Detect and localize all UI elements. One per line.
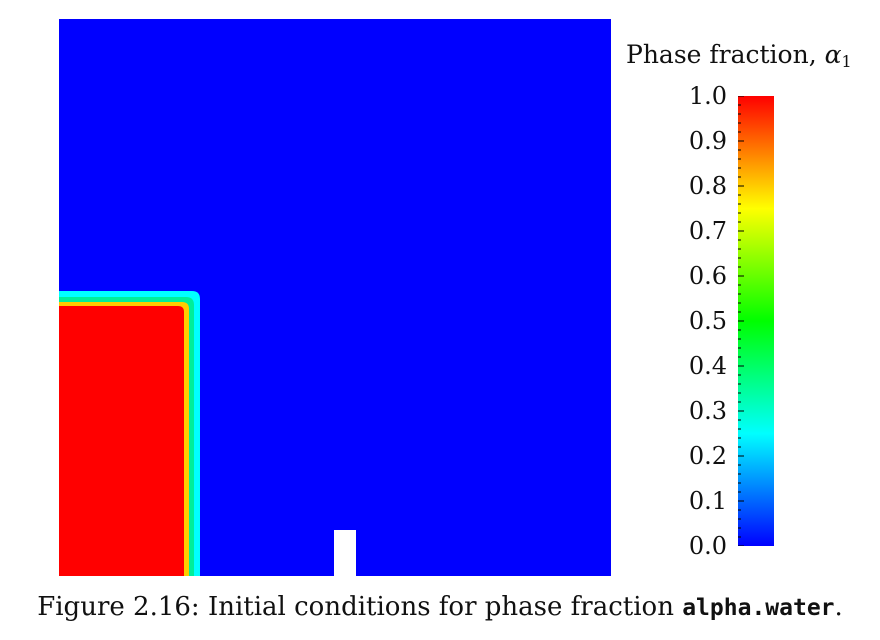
colorbar-tick-label: 0.0	[688, 532, 727, 560]
colorbar	[738, 96, 774, 546]
colorbar-tick-label: 0.2	[688, 442, 727, 470]
colorbar-title-symbol: α	[824, 40, 842, 69]
colorbar-tick-label: 0.8	[688, 172, 727, 200]
water-column	[59, 306, 184, 576]
caption-suffix: .	[834, 592, 843, 622]
caption-code: alpha.water	[682, 595, 835, 621]
colorbar-tick-label: 0.3	[688, 397, 727, 425]
colorbar-tick-label: 0.9	[688, 127, 727, 155]
colorbar-tick-label: 1.0	[688, 82, 727, 110]
colorbar-title-subscript: 1	[841, 52, 852, 71]
colorbar-tick-label: 0.1	[688, 487, 727, 515]
figure-caption: Figure 2.16: Initial conditions for phas…	[0, 592, 880, 622]
colorbar-tick-label: 0.5	[688, 307, 727, 335]
obstacle	[334, 530, 356, 576]
colorbar-tick-label: 0.6	[688, 262, 727, 290]
colorbar-tick-label: 0.7	[688, 217, 727, 245]
caption-prefix: Figure 2.16: Initial conditions for phas…	[37, 592, 683, 622]
colorbar-title-text: Phase fraction,	[626, 40, 825, 69]
colorbar-tick-label: 0.4	[688, 352, 727, 380]
colorbar-title: Phase fraction, α1	[626, 40, 852, 71]
colorbar-minor-ticks	[738, 96, 744, 546]
